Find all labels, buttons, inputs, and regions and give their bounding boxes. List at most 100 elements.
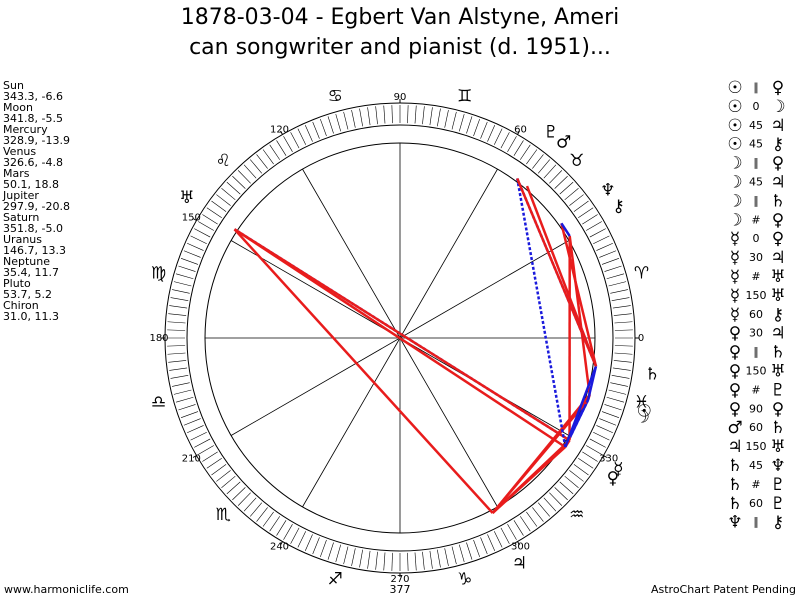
planet-position: 326.6, -4.8	[3, 156, 63, 169]
ring-hatch	[593, 431, 610, 441]
ring-hatch	[297, 531, 307, 548]
ring-hatch	[604, 404, 622, 411]
aspect-planet: ☽	[770, 97, 785, 117]
ring-hatch	[172, 382, 190, 387]
ring-hatch	[458, 544, 465, 563]
planet-name: Pluto	[3, 277, 31, 290]
ring-hatch	[437, 108, 441, 127]
degree-label: 210	[182, 454, 201, 465]
ring-hatch	[216, 194, 231, 206]
aspect-symbol: 45	[749, 119, 763, 132]
aspect-symbol: 60	[749, 497, 763, 510]
aspect-planet: ☿	[730, 305, 740, 325]
ring-hatch	[168, 313, 187, 316]
degree-label: 330	[599, 454, 618, 465]
aspect-planet: ♀	[729, 380, 741, 400]
aspect-planet: ⚷	[772, 135, 784, 155]
ring-hatch	[564, 188, 579, 201]
ring-hatch	[589, 228, 606, 238]
ring-hatch	[180, 258, 199, 265]
ring-hatch	[237, 492, 251, 506]
ring-hatch	[335, 113, 342, 132]
degree-label: 300	[511, 542, 530, 553]
ring-hatch	[614, 321, 633, 324]
title-line: 1878-03-04 - Egbert Van Alstyne, Ameri	[181, 5, 619, 30]
aspect-planet: ♆	[727, 513, 742, 533]
ring-hatch	[290, 132, 300, 149]
planet-name: Jupiter	[2, 189, 39, 202]
aspect-planet: ♀	[772, 229, 784, 249]
ring-hatch	[170, 375, 189, 379]
aspect-planet: ♅	[770, 437, 785, 457]
ring-hatch	[429, 550, 433, 569]
ring-hatch	[611, 375, 630, 379]
planet-glyph: ⚷	[612, 197, 624, 217]
aspect-symbol: #	[751, 478, 760, 491]
aspect-symbol: 150	[746, 289, 767, 302]
ring-hatch	[451, 111, 457, 130]
ring-hatch	[243, 164, 257, 179]
aspect-symbol: ∥	[753, 346, 759, 359]
ring-hatch	[429, 107, 433, 126]
aspect-planet: ♀	[772, 210, 784, 230]
ring-hatch	[367, 107, 371, 126]
aspect-line	[233, 228, 494, 514]
planet-name: Neptune	[3, 255, 50, 268]
ring-hatch	[422, 106, 425, 125]
aspect-planet: ♃	[770, 173, 785, 193]
ring-hatch	[183, 250, 201, 258]
footer-right: AstroChart Patent Pending	[651, 583, 796, 596]
aspect-planet: ☉	[727, 97, 742, 117]
ring-hatch	[237, 170, 251, 184]
aspect-planet: ☿	[730, 248, 740, 268]
ring-hatch	[351, 548, 356, 566]
aspect-planet: ♀	[772, 399, 784, 419]
degree-label: 240	[270, 542, 289, 553]
ring-hatch	[537, 159, 550, 174]
degree-tick	[280, 541, 283, 546]
ring-hatch	[211, 464, 227, 476]
ring-hatch	[167, 352, 186, 355]
ring-hatch	[573, 200, 589, 212]
ring-hatch	[554, 487, 568, 501]
aspect-symbol: ∥	[753, 81, 759, 94]
ring-hatch	[320, 539, 327, 558]
ring-hatch	[202, 451, 218, 462]
ring-hatch	[167, 329, 186, 331]
planet-glyph: ☽	[635, 408, 650, 428]
aspect-planet: ☽	[727, 154, 742, 174]
ring-hatch	[596, 425, 613, 434]
ring-hatch	[614, 345, 633, 347]
ring-hatch	[507, 524, 517, 540]
ring-hatch	[606, 396, 625, 403]
spoke	[302, 168, 401, 339]
ring-hatch	[573, 464, 589, 476]
aspect-planet: ☽	[727, 173, 742, 193]
ring-hatch	[437, 549, 441, 568]
ring-hatch	[526, 149, 538, 165]
ring-hatch	[170, 297, 189, 301]
aspect-symbol: 45	[749, 459, 763, 472]
ring-hatch	[614, 329, 633, 331]
degree-label: 90	[394, 92, 407, 103]
aspect-planet: ♇	[770, 380, 785, 400]
spoke	[302, 337, 401, 508]
ring-hatch	[187, 242, 204, 251]
aspect-planet: ♀	[772, 78, 784, 98]
aspect-symbol: 30	[749, 251, 763, 264]
aspect-planet: ♄	[770, 418, 785, 438]
planet-glyph: ☉	[637, 401, 652, 421]
aspect-planet: ♄	[770, 343, 785, 363]
degree-tick	[517, 130, 520, 135]
ring-hatch	[198, 221, 214, 231]
ring-hatch	[198, 445, 214, 455]
ring-hatch	[221, 475, 236, 488]
planet-name: Venus	[3, 145, 36, 158]
spoke	[399, 168, 498, 339]
degree-label: 180	[149, 333, 168, 344]
planet-position: 53.7, 5.2	[3, 288, 52, 301]
planet-name: Mercury	[3, 123, 48, 136]
footer-left: www.harmoniclife.com	[4, 583, 129, 596]
